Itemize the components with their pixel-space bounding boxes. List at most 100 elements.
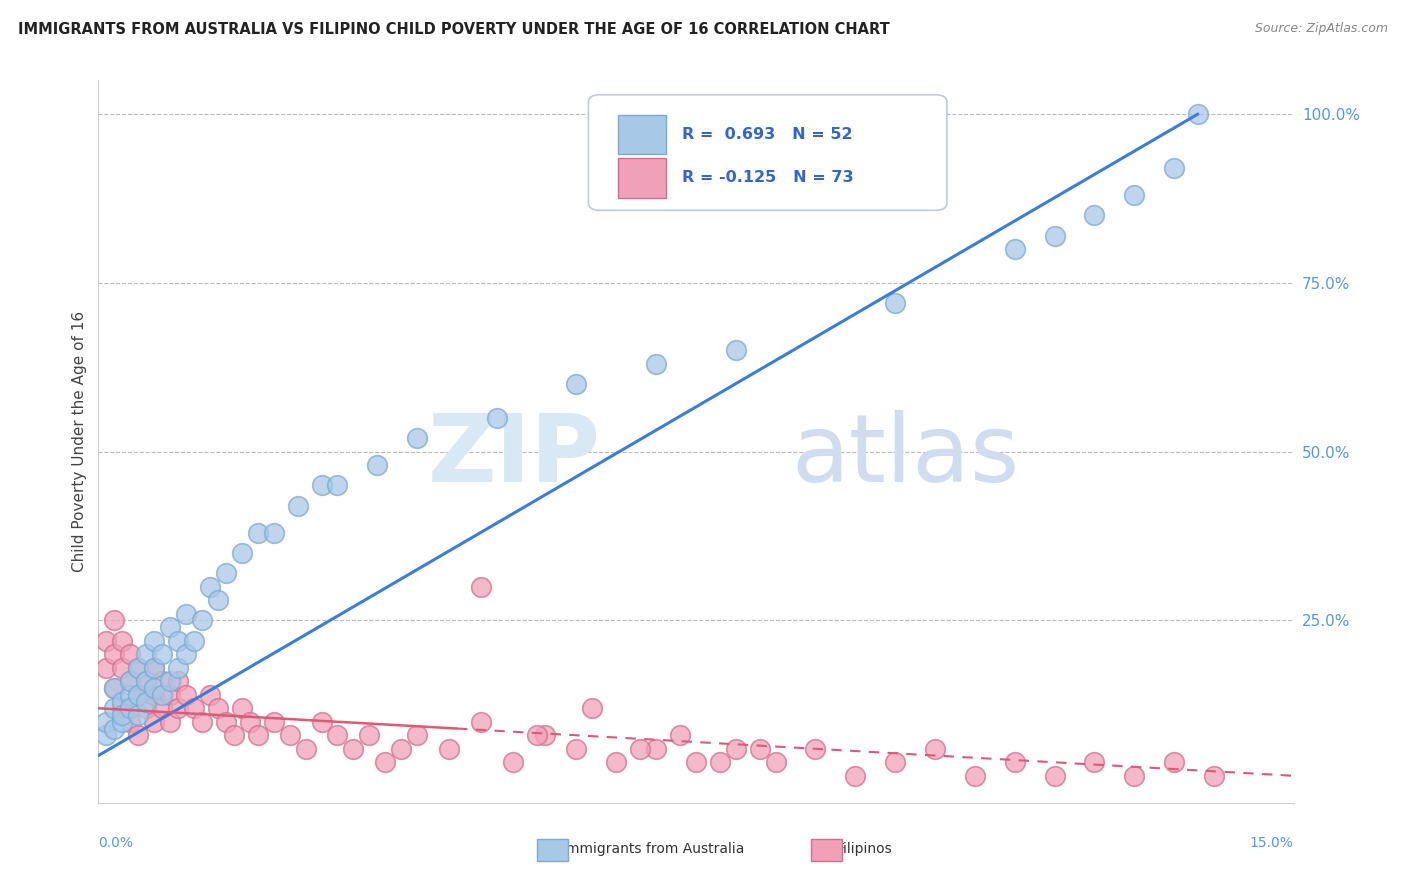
Point: [1123, 188, 1146, 202]
Point: [924, 741, 946, 756]
Point: [198, 688, 221, 702]
Point: [198, 580, 221, 594]
Point: [231, 546, 253, 560]
Point: [215, 566, 238, 581]
Y-axis label: Child Poverty Under the Age of 16: Child Poverty Under the Age of 16: [72, 311, 87, 572]
Point: [111, 694, 134, 708]
Point: [246, 728, 269, 742]
Text: atlas: atlas: [792, 410, 1019, 502]
Point: [669, 728, 692, 742]
Point: [685, 756, 707, 770]
Point: [159, 688, 181, 702]
Point: [127, 728, 149, 742]
Point: [1004, 756, 1026, 770]
Point: [374, 756, 396, 770]
Point: [159, 620, 181, 634]
Point: [1083, 208, 1105, 222]
Point: [470, 580, 492, 594]
Point: [167, 674, 190, 689]
Text: Source: ZipAtlas.com: Source: ZipAtlas.com: [1254, 22, 1388, 36]
Point: [533, 728, 555, 742]
Point: [127, 661, 149, 675]
Point: [366, 458, 388, 472]
Point: [437, 741, 460, 756]
Point: [96, 728, 118, 742]
Point: [143, 681, 166, 695]
Point: [174, 647, 197, 661]
Point: [1043, 769, 1066, 783]
Point: [191, 614, 214, 628]
Point: [470, 714, 492, 729]
Point: [150, 674, 173, 689]
Point: [239, 714, 262, 729]
FancyBboxPatch shape: [589, 95, 948, 211]
Point: [1163, 161, 1185, 175]
Point: [120, 701, 142, 715]
Point: [765, 756, 787, 770]
Point: [804, 741, 827, 756]
Point: [174, 607, 197, 621]
Point: [709, 756, 731, 770]
Point: [1202, 769, 1225, 783]
Point: [127, 708, 149, 723]
Point: [96, 714, 118, 729]
Bar: [619, 158, 666, 198]
Text: R = -0.125   N = 73: R = -0.125 N = 73: [682, 170, 853, 186]
Point: [502, 756, 524, 770]
Point: [263, 525, 285, 540]
Point: [326, 728, 349, 742]
Text: 0.0%: 0.0%: [98, 836, 134, 850]
Point: [294, 741, 316, 756]
Point: [159, 674, 181, 689]
Point: [963, 769, 986, 783]
Point: [103, 647, 125, 661]
Point: [231, 701, 253, 715]
Point: [135, 674, 157, 689]
Point: [1123, 769, 1146, 783]
Point: [406, 728, 429, 742]
Point: [326, 478, 349, 492]
Point: [406, 431, 429, 445]
Point: [581, 701, 603, 715]
Point: [1163, 756, 1185, 770]
Point: [96, 633, 118, 648]
Point: [844, 769, 866, 783]
Point: [103, 701, 125, 715]
Bar: [619, 114, 666, 154]
Point: [127, 661, 149, 675]
Point: [1083, 756, 1105, 770]
Point: [135, 647, 157, 661]
Point: [96, 661, 118, 675]
Point: [111, 708, 134, 723]
Point: [645, 357, 668, 371]
Point: [135, 674, 157, 689]
Point: [143, 714, 166, 729]
Point: [359, 728, 381, 742]
Point: [159, 714, 181, 729]
Point: [485, 411, 508, 425]
Point: [143, 633, 166, 648]
Point: [111, 714, 134, 729]
Point: [150, 647, 173, 661]
Point: [287, 499, 309, 513]
Point: [311, 714, 333, 729]
Point: [724, 741, 747, 756]
Point: [183, 633, 205, 648]
Point: [565, 741, 588, 756]
Text: IMMIGRANTS FROM AUSTRALIA VS FILIPINO CHILD POVERTY UNDER THE AGE OF 16 CORRELAT: IMMIGRANTS FROM AUSTRALIA VS FILIPINO CH…: [18, 22, 890, 37]
Point: [605, 756, 627, 770]
Point: [1004, 242, 1026, 256]
Point: [1187, 107, 1209, 121]
Point: [207, 701, 229, 715]
Point: [120, 688, 142, 702]
Point: [111, 701, 134, 715]
Point: [167, 701, 190, 715]
Point: [628, 741, 651, 756]
Text: R =  0.693   N = 52: R = 0.693 N = 52: [682, 127, 852, 142]
Point: [120, 714, 142, 729]
Point: [278, 728, 301, 742]
Point: [263, 714, 285, 729]
Point: [215, 714, 238, 729]
Point: [246, 525, 269, 540]
Point: [135, 694, 157, 708]
